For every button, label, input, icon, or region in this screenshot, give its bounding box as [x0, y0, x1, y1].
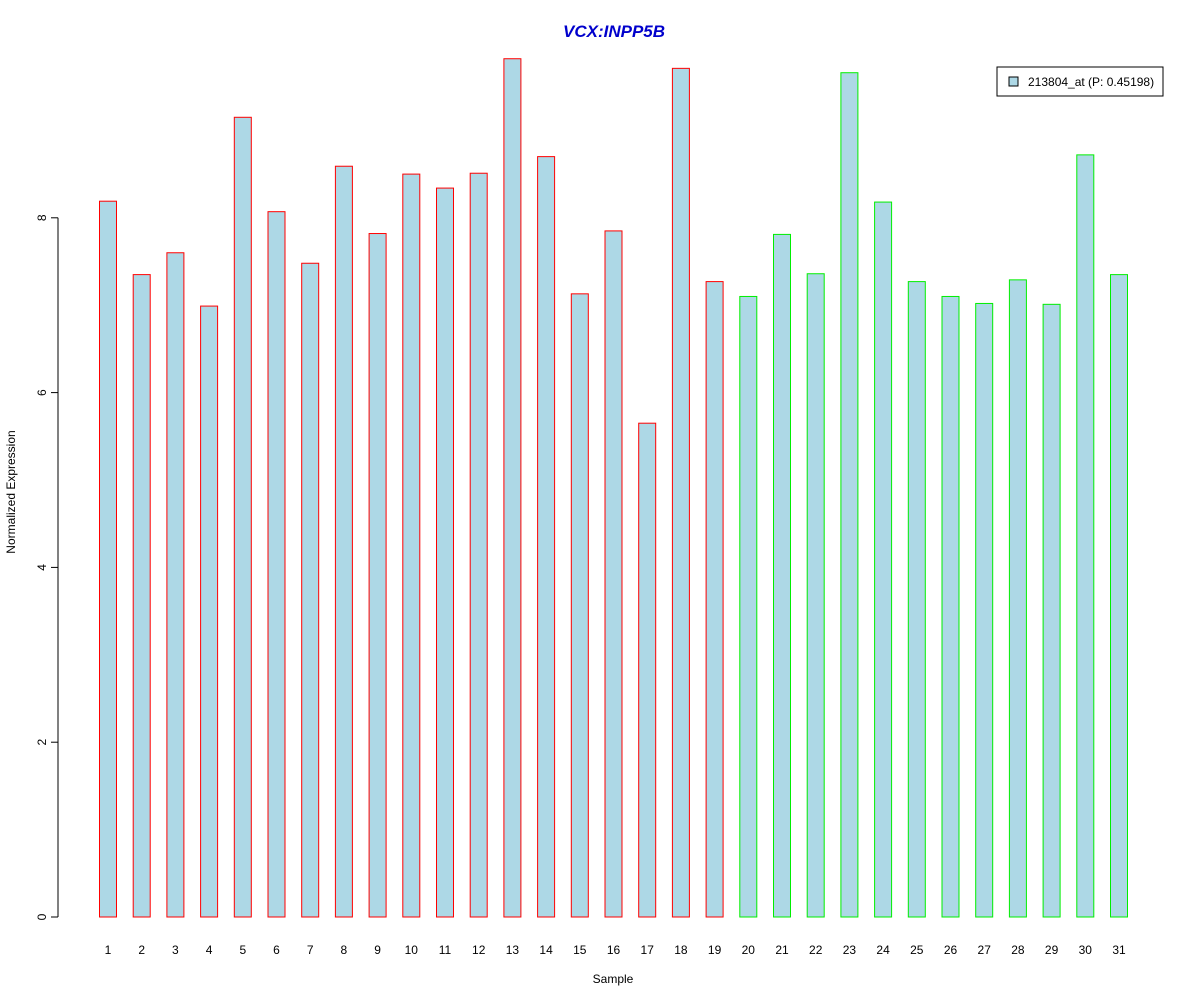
x-tick-label: 20 [742, 943, 756, 957]
bar-sample-15 [570, 293, 589, 918]
x-tick-label: 23 [843, 943, 857, 957]
bar-sample-21 [773, 233, 791, 918]
x-tick-label: 31 [1112, 943, 1126, 957]
bar-sample-31 [1110, 274, 1128, 918]
x-tick-label: 27 [978, 943, 992, 957]
x-tick-label: 18 [674, 943, 688, 957]
x-tick-label: 21 [775, 943, 789, 957]
bar-sample-7 [301, 262, 320, 918]
x-tick-label: 1 [105, 943, 112, 957]
x-tick-label: 2 [138, 943, 145, 957]
x-tick-labels: 1 2 3 4 5 6 7 8 9 10 11 12 13 14 15 16 17 18 19 20 21 22 23 24 2… [105, 943, 1126, 957]
x-tick-label: 25 [910, 943, 924, 957]
x-tick-label: 28 [1011, 943, 1025, 957]
x-tick-label: 30 [1079, 943, 1093, 957]
x-tick-label: 24 [876, 943, 890, 957]
y-tick-label: 8 [35, 214, 49, 221]
x-axis-label: Sample [593, 972, 634, 986]
x-tick-label: 3 [172, 943, 179, 957]
legend-label: 213804_at (P: 0.45198) [1028, 75, 1154, 89]
x-tick-label: 7 [307, 943, 314, 957]
bar-sample-1 [99, 200, 117, 918]
x-tick-label: 4 [206, 943, 213, 957]
bar-sample-20 [739, 295, 758, 918]
bars [99, 58, 1128, 918]
x-tick-label: 19 [708, 943, 722, 957]
x-tick-label: 12 [472, 943, 486, 957]
bar-sample-12 [469, 172, 488, 918]
bar-sample-8 [334, 165, 353, 918]
x-tick-label: 11 [439, 943, 452, 957]
x-tick-label: 17 [641, 943, 655, 957]
y-tick-label: 0 [35, 913, 49, 920]
bar-sample-23 [840, 72, 859, 918]
x-tick-label: 6 [273, 943, 280, 957]
x-tick-label: 13 [506, 943, 520, 957]
x-tick-label: 8 [341, 943, 348, 957]
bar-sample-5 [233, 116, 252, 918]
bar-sample-6 [267, 211, 286, 918]
x-tick-label: 26 [944, 943, 958, 957]
y-tick-label: 2 [35, 739, 49, 746]
bar-sample-22 [806, 273, 825, 918]
bar-sample-29 [1042, 303, 1061, 918]
x-tick-label: 29 [1045, 943, 1059, 957]
x-tick-label: 16 [607, 943, 621, 957]
bar-sample-9 [368, 233, 387, 918]
bar-sample-18 [671, 67, 690, 918]
bar-sample-28 [1008, 279, 1027, 918]
chart-title: VCX:INPP5B [563, 22, 665, 41]
x-tick-label: 10 [405, 943, 419, 957]
bar-sample-27 [975, 302, 994, 918]
bar-sample-17 [638, 422, 657, 918]
y-tick-label: 6 [35, 389, 49, 396]
y-axis: 0 2 4 6 8 [35, 214, 59, 920]
y-axis-label: Normalized Expression [4, 430, 18, 553]
bar-sample-2 [132, 274, 151, 918]
bar-sample-11 [436, 187, 454, 918]
legend-swatch [1008, 76, 1019, 87]
bar-sample-24 [874, 201, 893, 918]
x-tick-label: 22 [809, 943, 823, 957]
legend-box [996, 66, 1164, 97]
bar-sample-30 [1076, 154, 1095, 918]
bar-sample-19 [705, 281, 724, 918]
bar-sample-14 [537, 156, 556, 918]
bar-sample-26 [941, 295, 960, 918]
x-tick-label: 9 [374, 943, 381, 957]
bar-sample-3 [166, 252, 185, 918]
bar-sample-25 [907, 281, 926, 918]
x-tick-label: 5 [239, 943, 246, 957]
y-tick-label: 4 [35, 564, 49, 571]
bar-sample-10 [402, 173, 421, 918]
x-tick-label: 15 [573, 943, 587, 957]
bar-sample-4 [200, 305, 219, 918]
bar-sample-13 [503, 58, 522, 918]
legend: 213804_at (P: 0.45198) [996, 66, 1164, 97]
x-tick-label: 14 [539, 943, 553, 957]
bar-sample-16 [604, 230, 623, 918]
